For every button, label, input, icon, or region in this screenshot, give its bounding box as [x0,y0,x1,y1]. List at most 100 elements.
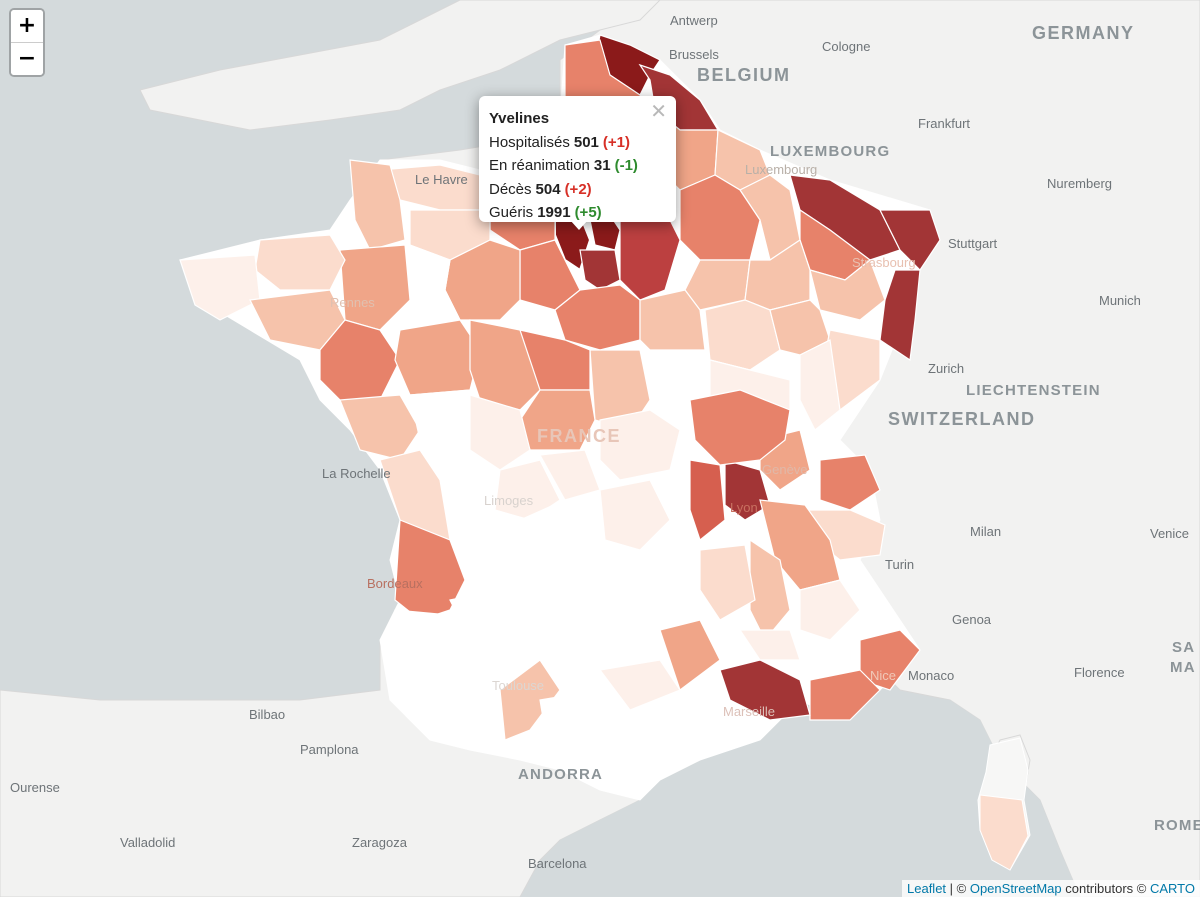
dept-maine-et-loire [394,319,481,396]
label-ma: MA [1170,659,1196,676]
label-venice: Venice [1150,526,1189,541]
label-barcelona: Barcelona [528,856,587,871]
corsica-dept-south [979,794,1029,871]
dept-marne [679,174,761,261]
dept-deux-sevres [409,389,471,471]
dept-aube [684,259,751,311]
label-geneve: Genève [762,462,808,477]
dept-gironde [394,519,466,621]
label-zaragoza: Zaragoza [352,835,408,850]
label-florence: Florence [1074,665,1125,680]
label-brussels: Brussels [669,47,719,62]
label-le-havre: Le Havre [415,172,468,187]
label-luxembourg-country: LUXEMBOURG [770,143,890,160]
dept-vaucluse [738,629,801,661]
dept-aude [539,689,621,741]
label-switzerland: SWITZERLAND [888,409,1035,429]
zoom-in-button[interactable]: + [11,10,43,42]
dept-finistere [179,254,261,321]
department-popup: ✕ Yvelines Hospitalisés 501 (+1) En réanim… [479,96,676,230]
popup-tip [570,220,588,230]
label-lyon: Lyon [730,500,758,515]
dept-gard [659,619,721,691]
leaflet-link[interactable]: Leaflet [907,881,947,896]
popup-row-value: 504 [535,180,561,198]
map-attribution: Leaflet | © OpenStreetMap contributors ©… [902,880,1200,897]
map-labels: GERMANY BELGIUM LUXEMBOURG LIECHTENSTEIN… [10,13,1200,871]
label-france: FRANCE [537,426,621,446]
label-nice: Nice [870,668,896,683]
label-sa: SA [1172,639,1195,656]
popup-row-change: (+2) [564,180,592,198]
popup-row-label: Décès [489,180,532,198]
zoom-out-button[interactable]: − [11,42,43,75]
carto-link[interactable]: CARTO [1149,881,1195,896]
dept-ardeche [699,544,756,621]
label-toulouse: Toulouse [492,678,544,693]
popup-content: Yvelines Hospitalisés 501 (+1) En réanimat… [479,96,676,225]
attribution-sep: | © [946,881,970,896]
label-frankfurt: Frankfurt [918,116,970,131]
popup-row-hospitalises: Hospitalisés 501 (+1) [489,131,666,155]
dept-vendee [339,394,421,461]
popup-row-value: 1991 [537,204,571,221]
dept-puy-de-dome [599,479,671,551]
label-antwerp: Antwerp [670,13,718,28]
dept-bas-rhin [879,209,941,271]
label-cologne: Cologne [822,39,870,54]
attribution-contrib: contributors © [1061,881,1150,896]
close-icon[interactable]: ✕ [650,99,667,123]
label-andorra: ANDORRA [518,766,603,783]
label-la-rochelle: La Rochelle [322,466,391,481]
popup-row-value: 31 [593,157,611,174]
label-zurich: Zurich [928,361,964,376]
label-rome: ROME [1154,817,1200,834]
dept-allier [599,409,681,481]
dept-loire-atlantique [319,319,401,411]
popup-row-gueris: Guéris 1991 (+5) [489,201,666,225]
label-limoges: Limoges [484,493,534,508]
popup-row-deces: Décès 504 (+2) [489,178,666,202]
label-pamplona: Pamplona [300,742,359,757]
label-belgium: BELGIUM [697,65,791,85]
popup-row-change: (-1) [614,157,638,174]
popup-row-reanimation: En réanimation 31 (-1) [489,154,666,178]
dept-charente [439,469,501,531]
label-turin: Turin [885,557,914,572]
popup-row-label: Hospitalisés [489,133,570,151]
dept-rhone [724,459,771,521]
label-marseille: Marseille [723,704,775,719]
popup-row-change: (+1) [602,133,630,151]
dept-loire [689,459,726,542]
dept-manche [349,159,406,251]
popup-row-change: (+5) [574,204,602,221]
label-ourense: Ourense [10,780,60,795]
popup-row-label: Guéris [489,204,534,221]
zoom-control: + − [9,8,45,77]
osm-link[interactable]: OpenStreetMap [969,881,1062,896]
dept-hautes-alpes [799,579,861,641]
label-monaco: Monaco [908,668,954,683]
label-bilbao: Bilbao [249,707,285,722]
label-strasbourg: Strasbourg [852,255,916,270]
mediterranean-sea [540,690,1080,897]
label-liechtenstein: LIECHTENSTEIN [966,382,1101,399]
label-rennes: Rennes [330,295,375,310]
label-luxembourg-city: Luxembourg [745,162,817,177]
dept-vienne [469,394,531,471]
popup-row-value: 501 [573,133,599,151]
label-genoa: Genoa [952,612,992,627]
label-milan: Milan [970,524,1001,539]
label-munich: Munich [1099,293,1141,308]
label-stuttgart: Stuttgart [948,236,998,251]
label-nuremberg: Nuremberg [1047,176,1112,191]
dept-lot-et-garonne [449,589,511,641]
label-bordeaux: Bordeaux [367,576,423,591]
dept-haute-savoie [819,454,881,511]
label-valladolid: Valladolid [120,835,175,850]
dept-jura [799,339,841,431]
popup-row-label: En réanimation [489,157,590,174]
departments[interactable] [179,34,941,741]
dept-essonne [579,249,621,291]
dept-cote-dor-saone [689,389,791,466]
